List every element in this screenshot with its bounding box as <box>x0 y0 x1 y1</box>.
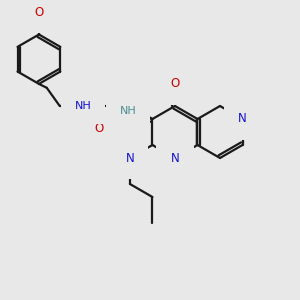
Text: N: N <box>238 112 247 125</box>
Text: O: O <box>34 6 44 19</box>
Text: O: O <box>94 122 104 135</box>
Text: O: O <box>170 77 180 90</box>
Text: NH: NH <box>120 106 136 116</box>
Text: N: N <box>126 152 134 164</box>
Text: N: N <box>171 152 179 164</box>
Text: NH: NH <box>75 101 92 111</box>
